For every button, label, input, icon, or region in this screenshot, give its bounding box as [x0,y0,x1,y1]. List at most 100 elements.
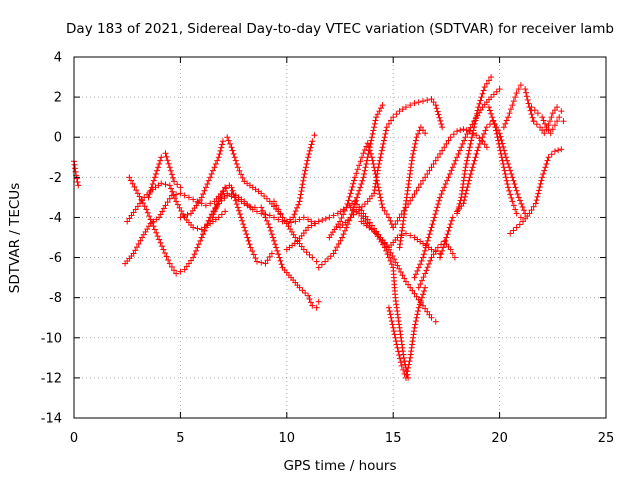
data-point [392,221,399,228]
data-point [356,187,363,194]
data-point [383,127,390,134]
data-point [402,230,409,237]
data-point [387,217,394,224]
series-track-14 [337,96,446,231]
data-point [478,137,485,144]
data-point [271,214,278,221]
data-point [533,197,540,204]
data-point [230,150,237,157]
data-point [146,213,153,220]
data-point [213,204,220,211]
data-point [464,154,471,161]
data-point [72,165,79,172]
data-point [407,102,414,109]
data-point [245,237,252,244]
data-point [387,311,394,318]
data-point [207,174,214,181]
data-point [194,244,201,251]
data-point [437,117,444,124]
data-point [350,211,357,218]
data-point [402,374,409,381]
data-point [513,210,520,217]
data-point [228,184,235,191]
data-point [193,247,200,254]
data-point [544,157,551,164]
data-point [510,202,517,209]
data-point [236,211,243,218]
data-point [376,108,383,115]
data-point [461,197,468,204]
data-point [361,167,368,174]
data-point [315,298,322,305]
data-point [422,284,429,291]
data-point [230,191,237,198]
data-point [205,217,212,224]
data-point [305,216,312,223]
data-point [359,177,366,184]
data-point [229,187,236,194]
series-track-22 [437,74,495,261]
data-point [354,166,361,173]
data-point [217,194,224,201]
data-point [242,227,249,234]
data-point [543,160,550,167]
data-point [411,290,418,297]
data-point [540,170,547,177]
data-point [460,200,467,207]
data-point [377,234,384,241]
data-point [75,182,82,189]
data-point [139,197,146,204]
series-track-6 [177,134,320,265]
x-tick-label: 0 [70,431,78,446]
data-point [198,194,205,201]
data-point [138,196,145,203]
data-point [406,358,413,365]
data-point [157,239,164,246]
data-point [514,191,521,198]
data-point [368,226,375,233]
data-point [393,341,400,348]
data-point [150,177,157,184]
data-point [501,167,508,174]
data-point [523,93,530,100]
data-point [399,272,406,279]
data-point [428,246,435,253]
data-point [241,224,248,231]
data-point [235,207,242,214]
data-point [479,90,486,97]
data-point [219,188,226,195]
data-point [500,160,507,167]
data-point [390,324,397,331]
data-point [439,147,446,154]
data-point [475,144,482,151]
data-point [133,187,140,194]
data-point [449,164,456,171]
data-point [390,328,397,335]
data-point [400,354,407,361]
data-point [177,268,184,275]
data-point [473,110,480,117]
data-point [468,134,475,141]
data-point [136,193,143,200]
data-point [178,208,185,215]
y-tick-label: -12 [41,371,62,386]
data-point [158,154,165,161]
data-point [202,202,209,209]
data-point [298,188,305,195]
data-point [376,157,383,164]
data-point [339,234,346,241]
data-point [440,244,447,251]
data-point [315,264,322,271]
data-point [313,304,320,311]
data-point [541,167,548,174]
y-tick-label: 0 [54,131,62,146]
data-point [394,217,401,224]
data-point [372,180,379,187]
data-point [71,161,78,168]
data-point [296,198,303,205]
data-point [238,214,245,221]
data-point [231,154,238,161]
data-point [392,334,399,341]
data-point [447,246,454,253]
data-point [468,137,475,144]
